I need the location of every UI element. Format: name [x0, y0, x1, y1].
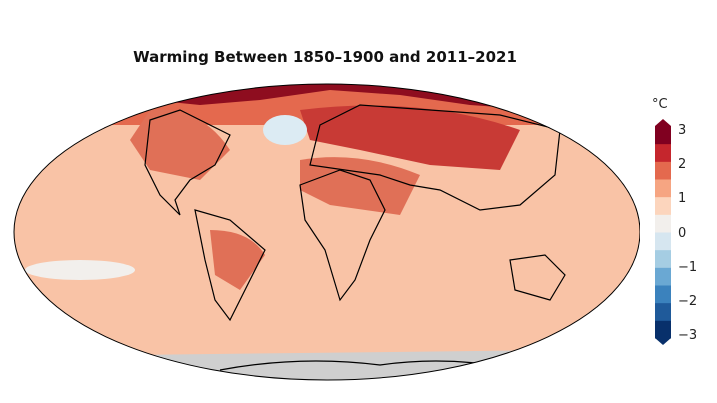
colorbar-tick-label: −3	[678, 328, 698, 343]
north-atlantic-cool-spot	[263, 115, 307, 145]
colorbar-bin	[655, 214, 671, 233]
colorbar-tick-label: −1	[678, 259, 698, 275]
colorbar-tick-label: 2	[678, 157, 687, 173]
colorbar-bin	[655, 249, 671, 268]
colorbar-bin	[655, 179, 671, 198]
colorbar-bin	[655, 126, 671, 145]
colorbar-min-arrow	[655, 338, 671, 345]
south-america-warm	[210, 230, 265, 290]
antarctica-no-data	[130, 350, 560, 380]
colorbar-bin	[655, 302, 671, 321]
colorbar-bin	[655, 232, 671, 251]
colorbar-bin	[655, 285, 671, 304]
colorbar-bin	[655, 320, 671, 339]
eurasia-hot-region	[300, 105, 520, 170]
colorbar-bin	[655, 161, 671, 180]
colorbar-bin	[655, 267, 671, 286]
south-pacific-cool	[25, 260, 135, 280]
world-warming-map	[13, 83, 640, 381]
north-america-warm	[130, 109, 230, 180]
colorbar-tick-label: 1	[678, 191, 687, 207]
map-title: Warming Between 1850–1900 and 2011–2021	[133, 48, 517, 66]
colorbar-unit: °C	[652, 97, 668, 112]
colorbar-max-arrow	[655, 119, 671, 126]
africa-north-warm	[300, 157, 420, 215]
map-outline	[13, 83, 640, 381]
colorbar-bin	[655, 143, 671, 162]
colorbar-bin	[655, 196, 671, 215]
colorbar-tick-label: 0	[678, 225, 687, 241]
colorbar-tick-label: 3	[678, 123, 687, 138]
colorbar-tick-label: −2	[678, 293, 698, 309]
